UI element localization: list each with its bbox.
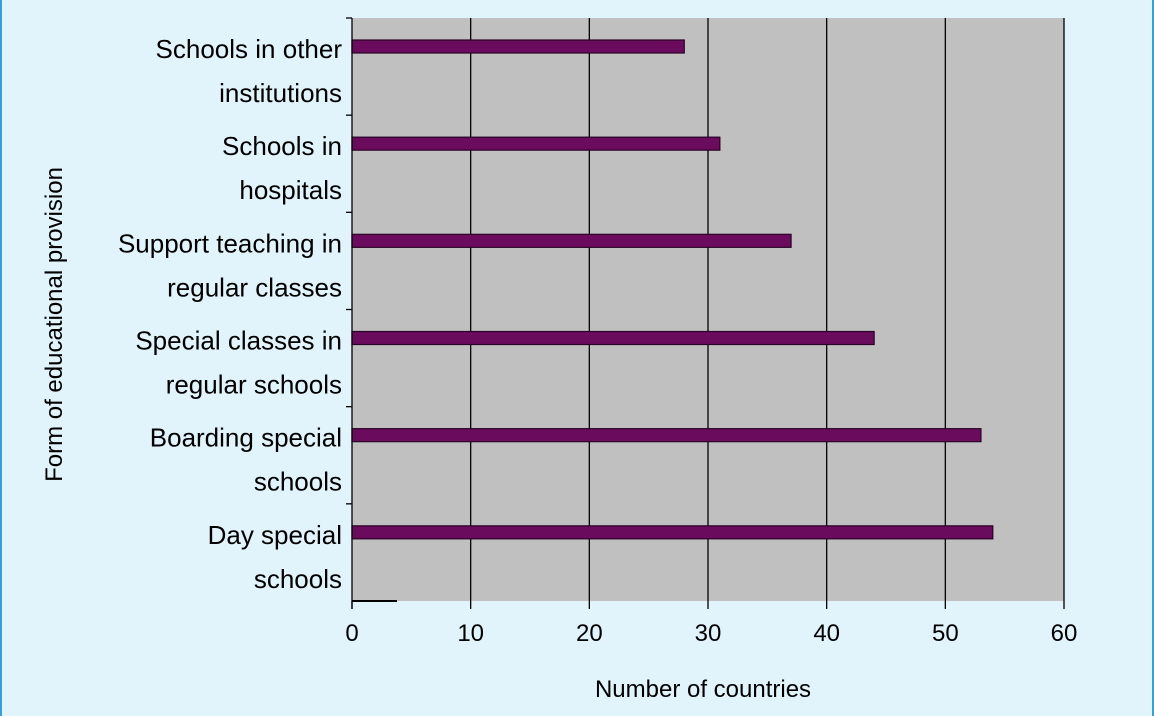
category-label: Special classes in regular schools [135, 326, 342, 400]
gridlines [470, 18, 1065, 601]
x-axis-title: Number of countries [595, 676, 811, 703]
x-tick-label: 50 [932, 620, 959, 647]
bar [351, 233, 792, 248]
category-label-line: schools [254, 564, 342, 594]
bar [351, 525, 994, 540]
axes [346, 17, 1065, 609]
y-axis-title: Form of educational provision [41, 167, 68, 482]
x-tick-label: 0 [345, 620, 358, 647]
bar [351, 39, 685, 54]
category-label: Schools in other institutions [156, 34, 343, 108]
category-label-line: Schools in other [156, 34, 343, 64]
category-label-line: hospitals [239, 175, 342, 205]
category-label-line: institutions [219, 78, 342, 108]
category-label-line: regular schools [166, 370, 342, 400]
category-label-line: Boarding special [150, 423, 342, 453]
x-tick-label: 60 [1051, 620, 1078, 647]
bar [351, 330, 875, 346]
category-label-line: Day special [208, 520, 342, 550]
x-tick-label: 30 [695, 620, 722, 647]
x-tick-label: 40 [813, 620, 840, 647]
category-label-line: regular classes [167, 272, 342, 302]
category-label: Support teaching in regular classes [118, 228, 342, 302]
category-label: Boarding special schools [150, 423, 342, 497]
x-tick-label: 10 [457, 620, 484, 647]
bar [351, 136, 721, 151]
category-label-line: schools [254, 467, 342, 497]
x-tick-label: 20 [576, 620, 603, 647]
category-label: Schools in hospitals [222, 131, 342, 205]
bar [351, 428, 982, 443]
category-label: Day special schools [208, 520, 342, 594]
category-label-line: Schools in [222, 131, 342, 161]
category-label-line: Support teaching in [118, 228, 342, 258]
category-label-line: Special classes in [135, 326, 342, 356]
